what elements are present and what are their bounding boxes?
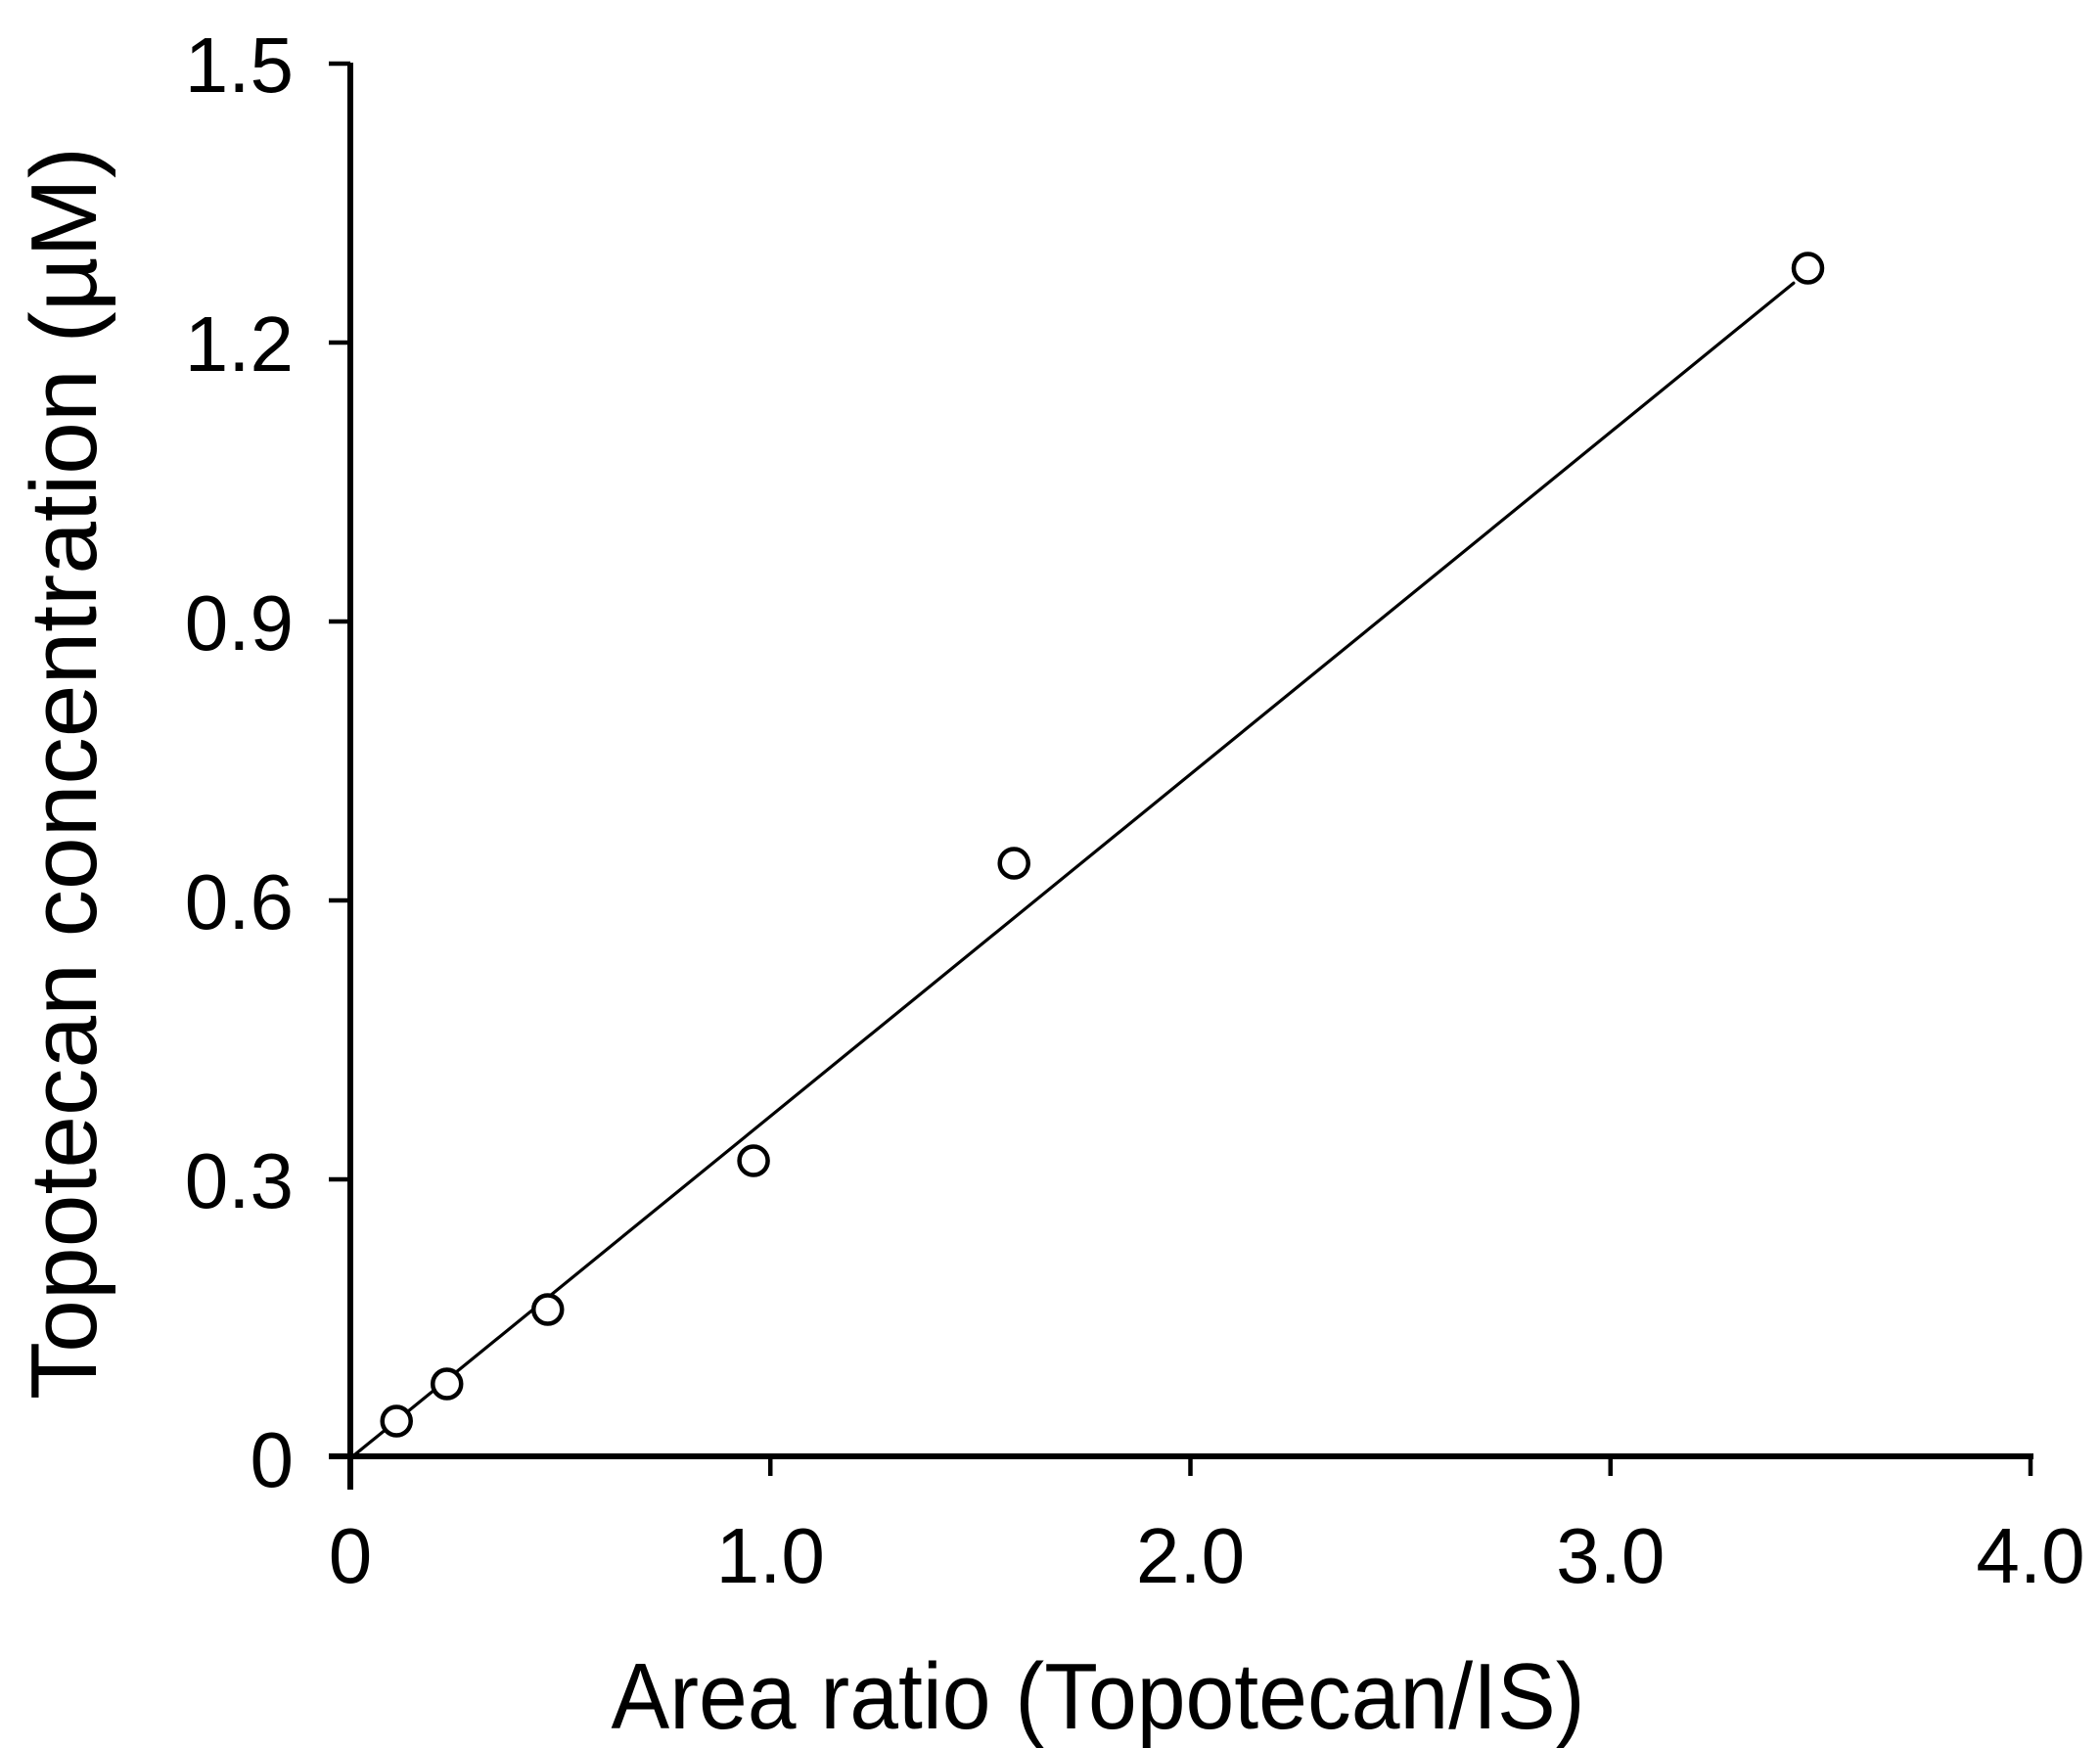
y-axis-ticks — [329, 61, 350, 1182]
data-point — [737, 1144, 770, 1177]
data-point — [530, 1293, 565, 1326]
trend-line — [348, 281, 1796, 1460]
data-point — [380, 1404, 413, 1438]
y-tick-label-1.5: 1.5 — [185, 22, 294, 109]
data-points-layer — [380, 252, 1825, 1438]
data-point — [1791, 252, 1825, 285]
x-tick-label-1.0: 1.0 — [716, 1512, 825, 1599]
y-tick-label-0.3: 0.3 — [185, 1137, 294, 1224]
y-tick-label-0.9: 0.9 — [185, 579, 294, 667]
x-tick-label-2.0: 2.0 — [1136, 1512, 1245, 1599]
y-tick-label-0.6: 0.6 — [185, 858, 294, 945]
x-tick-label-3.0: 3.0 — [1556, 1512, 1665, 1599]
y-axis-title: Topotecan concentration (µM) — [12, 147, 116, 1400]
x-tick-label-0: 0 — [329, 1512, 373, 1599]
trend-line-layer — [348, 281, 1796, 1460]
data-point — [997, 847, 1030, 880]
x-axis-ticks — [768, 1456, 2033, 1476]
y-axis-tick-labels: 0 0.3 0.6 0.9 1.2 1.5 — [185, 22, 294, 1503]
x-axis-title: Area ratio (Topotecan/IS) — [612, 1644, 1585, 1748]
y-tick-label-1.2: 1.2 — [185, 300, 294, 388]
x-axis-tick-labels: 0 1.0 2.0 3.0 4.0 — [329, 1512, 2085, 1599]
axes-layer — [329, 63, 2033, 1490]
data-point — [430, 1367, 464, 1401]
y-tick-label-0: 0 — [251, 1416, 295, 1503]
x-tick-label-4.0: 4.0 — [1976, 1512, 2084, 1599]
